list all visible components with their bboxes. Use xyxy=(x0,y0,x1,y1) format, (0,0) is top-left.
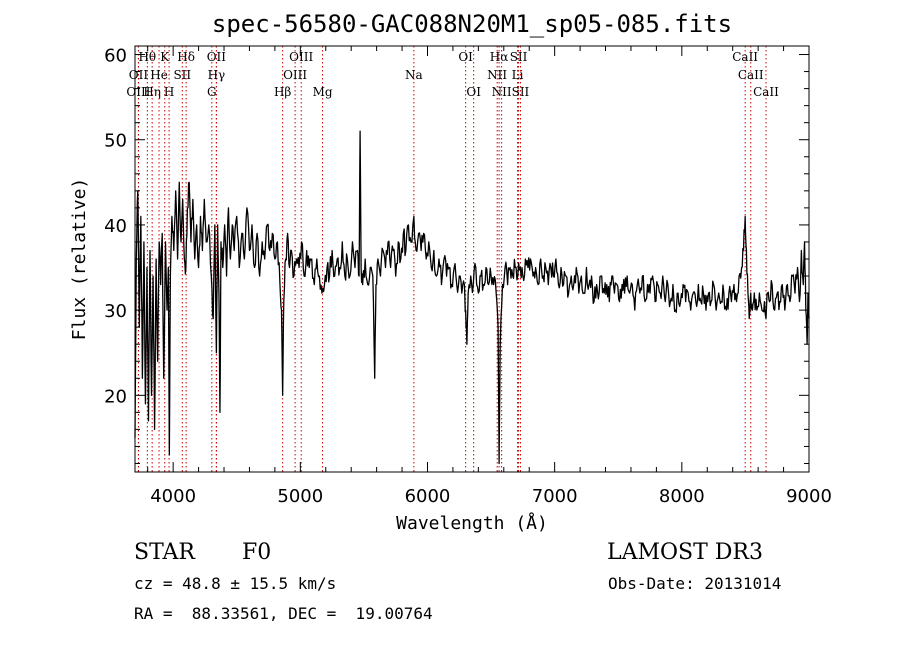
spectral-line-label: Mg xyxy=(313,85,333,99)
spectral-line-label: OII xyxy=(129,68,149,82)
spectral-line-label: CaII xyxy=(738,68,764,82)
spectral-line-label: OII xyxy=(207,50,227,64)
subclass: F0 xyxy=(242,540,272,565)
spectral-line-label: Li xyxy=(512,68,524,82)
spectral-line-label: OI xyxy=(458,50,473,64)
x-tick-label: 4000 xyxy=(150,486,196,507)
x-tick-label: 8000 xyxy=(659,486,705,507)
obs-date: Obs-Date: 20131014 xyxy=(608,574,782,593)
coordinates: RA = 88.33561, DEC = 19.00764 xyxy=(134,604,433,623)
x-tick-label: 5000 xyxy=(277,486,323,507)
spectral-line-label: Na xyxy=(405,68,423,82)
y-tick-label: 20 xyxy=(104,386,127,407)
spectral-line-label: NII xyxy=(492,85,512,99)
y-axis: 20 30 40 50 60 xyxy=(104,46,809,464)
spectral-line-label: SII xyxy=(510,50,528,64)
spectral-line-label: CaII xyxy=(732,50,758,64)
survey-name: LAMOST DR3 xyxy=(607,540,763,565)
spectral-line-label: Hδ xyxy=(177,50,195,64)
x-axis: 4000 5000 6000 7000 8000 9000 xyxy=(147,46,832,507)
y-tick-label: 50 xyxy=(104,131,127,152)
x-tick-label: 9000 xyxy=(786,486,832,507)
spectral-line-label: G xyxy=(207,85,217,99)
spectral-line-label: K xyxy=(160,50,170,64)
spectral-line-label: Hα xyxy=(490,50,509,64)
object-type: STAR xyxy=(134,540,195,565)
spectral-line-label: CaII xyxy=(753,85,779,99)
spectral-line-label: NII xyxy=(487,68,507,82)
chart-title: spec-56580-GAC088N20M1_sp05-085.fits xyxy=(212,10,732,38)
spectral-line-markers xyxy=(137,46,767,472)
y-axis-label: Flux (relative) xyxy=(69,178,90,341)
y-tick-label: 40 xyxy=(104,216,127,237)
x-tick-label: 7000 xyxy=(532,486,578,507)
spectral-line-label: OIII xyxy=(283,68,307,82)
spectral-line-label: OI xyxy=(466,85,481,99)
x-axis-label: Wavelength (Å) xyxy=(396,512,548,534)
spectral-line-label: Hγ xyxy=(208,68,226,82)
y-tick-label: 60 xyxy=(104,46,127,67)
spectral-line-label: OIII xyxy=(289,50,313,64)
spectral-line-label: SII xyxy=(173,68,191,82)
redshift: cz = 48.8 ± 15.5 km/s xyxy=(134,574,337,593)
x-tick-label: 6000 xyxy=(405,486,451,507)
plot-frame xyxy=(134,45,810,473)
spectral-line-label: SII xyxy=(512,85,530,99)
spectral-line-label: OIII xyxy=(126,85,150,99)
spectral-line-label: Hβ xyxy=(274,85,291,99)
spectrum-line xyxy=(134,130,810,465)
spectral-line-label: He xyxy=(150,68,168,82)
y-tick-label: 30 xyxy=(104,301,127,322)
spectral-line-label: Hθ xyxy=(138,50,156,64)
spectral-line-label: Hη xyxy=(143,85,161,99)
spectral-line-label: H xyxy=(164,85,174,99)
